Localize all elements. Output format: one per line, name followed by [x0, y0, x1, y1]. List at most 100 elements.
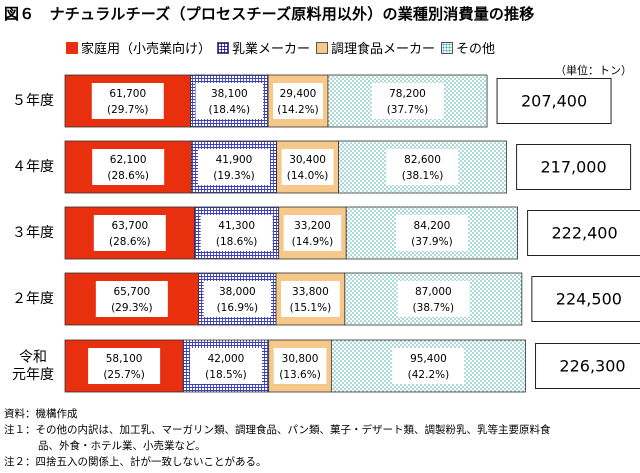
- data-label-share: (18.5%): [205, 369, 247, 381]
- data-label-box: [88, 348, 161, 384]
- data-label-box: [92, 149, 165, 185]
- note-2: 注２： 四捨五入の関係上、計が一致しないことがある。: [4, 454, 551, 470]
- data-label-box: [283, 215, 342, 251]
- data-label-share: (14.9%): [292, 236, 334, 248]
- legend-swatch-dairy: [217, 41, 230, 54]
- total-box: [531, 276, 640, 322]
- data-label-share: (38.7%): [413, 302, 455, 314]
- data-label-share: (38.1%): [402, 170, 444, 182]
- data-label-box: [281, 149, 334, 185]
- note-source: 資料： 機構作成: [4, 406, 551, 422]
- category-label: ５年度: [12, 93, 54, 109]
- data-label-box: [198, 149, 271, 185]
- total-label: 222,400: [551, 224, 617, 243]
- total-label: 226,300: [559, 357, 625, 376]
- data-label-box: [273, 83, 323, 119]
- legend-item-other: その他: [441, 38, 495, 57]
- data-label-box: [203, 281, 272, 317]
- data-label-value: 33,200: [294, 220, 331, 232]
- category-label-line: 令和: [19, 350, 47, 366]
- data-label-box: [392, 348, 465, 384]
- category-label: ４年度: [12, 159, 54, 175]
- legend-label-household: 家庭用（小売業向け）: [81, 42, 212, 57]
- data-label-value: 82,600: [404, 154, 441, 166]
- category-label: 令和元年度: [12, 350, 54, 384]
- chart-title: 図６ ナチュラルチーズ（プロセスチーズ原料用以外）の業種別消費量の推移: [4, 5, 535, 23]
- total-box: [496, 78, 612, 124]
- data-label-box: [91, 83, 164, 119]
- total-box: [516, 144, 632, 190]
- legend-swatch-other: [441, 41, 454, 54]
- category-label: ２年度: [12, 291, 54, 307]
- category-label: ３年度: [12, 225, 54, 241]
- data-label-value: 87,000: [415, 286, 452, 298]
- category-label-line: 元年度: [12, 367, 54, 383]
- stacked-bar-chart: ５年度 61,700 (29.7%) 38,100 (18.4%) 29,400 (14.2…: [12, 74, 640, 393]
- total-label: 207,400: [521, 92, 587, 111]
- total-label: 217,000: [541, 158, 607, 177]
- total-box: [535, 343, 640, 389]
- data-label-share: (28.6%): [109, 236, 151, 248]
- data-label-share: (29.7%): [107, 104, 149, 116]
- data-label-box: [397, 281, 470, 317]
- data-label-share: (19.3%): [213, 170, 255, 182]
- data-label-share: (29.3%): [111, 302, 153, 314]
- total-box: [527, 210, 640, 256]
- data-label-share: (28.6%): [107, 170, 149, 182]
- data-label-value: 95,400: [410, 353, 447, 365]
- data-label-value: 30,400: [289, 154, 326, 166]
- data-label-share: (14.0%): [287, 170, 329, 182]
- data-label-box: [371, 83, 444, 119]
- data-label-value: 33,800: [292, 286, 329, 298]
- data-label-value: 38,100: [211, 88, 248, 100]
- legend-item-dairy: 乳業メーカー: [217, 38, 310, 57]
- data-label-value: 61,700: [109, 88, 146, 100]
- total-label: 224,500: [556, 290, 622, 309]
- data-label-box: [95, 281, 168, 317]
- data-label-value: 78,200: [389, 88, 426, 100]
- notes: 資料： 機構作成 注１： その他の内訳は、加工乳、マーガリン類、調理食品、パン類…: [4, 406, 551, 470]
- legend-label-dairy: 乳業メーカー: [232, 42, 311, 57]
- data-label-box: [395, 215, 468, 251]
- data-label-share: (18.4%): [209, 104, 251, 116]
- note-text: その他の内訳は、加工乳、マーガリン類、調理食品、パン類、菓子・デザート類、調製粉…: [35, 424, 551, 436]
- note-label: 注１：: [4, 424, 36, 436]
- data-label-value: 63,700: [111, 220, 148, 232]
- data-label-share: (42.2%): [408, 369, 450, 381]
- data-label-share: (13.6%): [279, 369, 321, 381]
- data-label-value: 41,300: [218, 220, 255, 232]
- data-label-box: [386, 149, 459, 185]
- legend-label-cooking: 調理食品メーカー: [331, 42, 436, 57]
- note-1: 注１： その他の内訳は、加工乳、マーガリン類、調理食品、パン類、菓子・デザート類…: [4, 422, 551, 438]
- data-label-value: 29,400: [280, 88, 317, 100]
- data-label-box: [273, 348, 327, 384]
- note-1-continuation: 品、外食・ホテル業、小売業など。: [38, 440, 206, 452]
- data-label-value: 42,000: [208, 353, 245, 365]
- note-text: 機構作成: [35, 408, 78, 420]
- data-label-value: 41,900: [216, 154, 253, 166]
- data-label-share: (25.7%): [103, 369, 145, 381]
- data-label-value: 84,200: [414, 220, 451, 232]
- legend-item-household: 家庭用（小売業向け）: [66, 38, 211, 57]
- note-text: 四捨五入の関係上、計が一致しないことがある。: [35, 456, 267, 468]
- data-label-share: (14.2%): [277, 104, 319, 116]
- legend: 家庭用（小売業向け） 乳業メーカー 調理食品メーカー その他: [66, 38, 501, 57]
- data-label-value: 58,100: [106, 353, 143, 365]
- unit-label: （単位：トン）: [555, 64, 632, 77]
- data-label-box: [189, 348, 262, 384]
- data-label-value: 38,000: [219, 286, 256, 298]
- data-label-box: [93, 215, 166, 251]
- note-label: 資料：: [4, 408, 36, 420]
- data-label-box: [281, 281, 340, 317]
- note-label: 注２：: [4, 456, 36, 468]
- legend-swatch-household: [66, 41, 78, 54]
- data-label-value: 30,800: [282, 353, 319, 365]
- legend-label-other: その他: [456, 42, 496, 57]
- data-label-box: [195, 83, 264, 119]
- data-label-share: (15.1%): [290, 302, 332, 314]
- data-label-value: 62,100: [110, 154, 147, 166]
- data-label-share: (37.7%): [387, 104, 429, 116]
- data-label-share: (16.9%): [217, 302, 259, 314]
- data-label-box: [200, 215, 273, 251]
- legend-swatch-cooking: [316, 41, 329, 54]
